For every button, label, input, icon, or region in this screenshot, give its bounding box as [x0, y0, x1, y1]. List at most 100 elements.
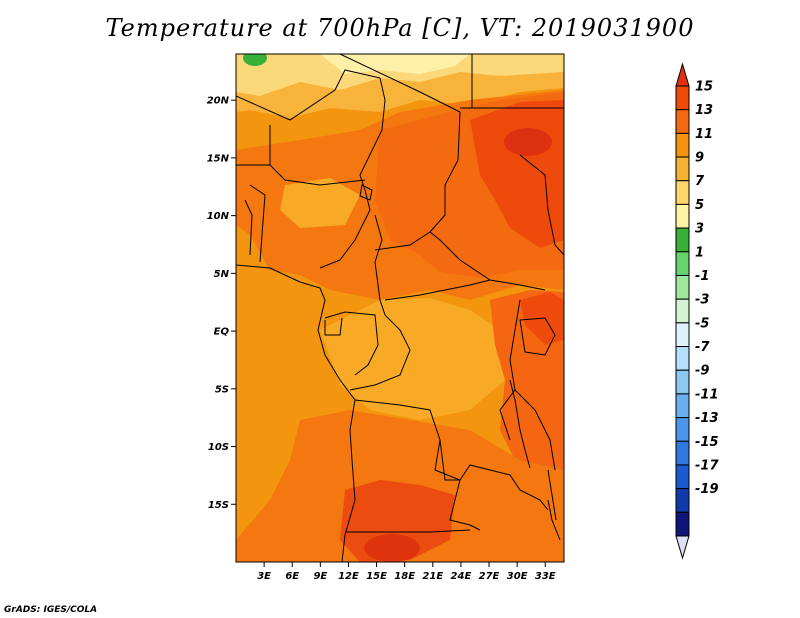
- border-drc-angola: [354, 399, 491, 481]
- field-congo-mild: [320, 298, 505, 420]
- colorbar-label: 5: [695, 198, 704, 213]
- country-borders: [236, 54, 564, 562]
- lon-tick-label: 9E: [313, 571, 327, 582]
- colorbar-label: -9: [695, 364, 709, 379]
- colorbar-label: -13: [695, 411, 719, 426]
- colorbar-bottom-triangle: [675, 535, 690, 560]
- lat-tick-label: 15S: [208, 500, 229, 511]
- colorbar-label: -17: [695, 458, 719, 473]
- longitude-axis: 3E 6E 9E 12E 15E 18E 21E 24E 27E 30E 33E: [257, 562, 556, 582]
- border-cameroon-car: [374, 214, 386, 316]
- border-drc-tanzania: [514, 389, 556, 471]
- lon-tick-label: 12E: [338, 571, 359, 582]
- colorbar-label: -11: [695, 387, 719, 402]
- lon-tick-label: 21E: [422, 571, 443, 582]
- border-sudan-ethiopia: [519, 154, 564, 256]
- colorbar-label: 3: [695, 222, 704, 237]
- colorbar-label: -5: [695, 316, 709, 331]
- map-frame: [235, 53, 565, 563]
- border-nigeria-cameroon: [319, 189, 371, 269]
- colorbar-swatch: [675, 393, 690, 419]
- border-south-sudan-uganda: [489, 279, 546, 291]
- border-benin: [249, 184, 266, 263]
- colorbar-swatch: [675, 440, 690, 466]
- colorbar-swatch: [675, 156, 690, 182]
- colorbar-label: 9: [695, 151, 704, 166]
- colorbar-swatch: [675, 227, 690, 253]
- field-west-coast: [236, 300, 300, 520]
- lon-tick-label: 33E: [535, 571, 556, 582]
- border-drc-uganda: [499, 299, 521, 441]
- border-togo: [244, 199, 253, 256]
- colorbar-swatch: [675, 369, 690, 395]
- colorbar-swatch: [675, 488, 690, 513]
- field-angola-hot-core: [364, 534, 420, 562]
- lon-tick-label: 24E: [451, 571, 472, 582]
- lat-tick-label: EQ: [214, 327, 230, 338]
- colorbar-swatch: [675, 251, 690, 276]
- latitude-axis: 20N 15N 10N 5N EQ 5S 10S 15S: [207, 96, 236, 511]
- border-libya-chad: [339, 54, 461, 113]
- field-north-palest: [320, 54, 470, 74]
- colorbar-swatch: [675, 346, 690, 371]
- colorbar-swatch: [675, 85, 690, 111]
- colorbar-swatch: [675, 464, 690, 490]
- border-congo-drc: [349, 314, 411, 391]
- colorbar-swatch: [675, 298, 690, 324]
- lon-tick-label: 3E: [257, 571, 271, 582]
- colorbar-label: 13: [695, 103, 713, 118]
- border-car-congo: [384, 279, 491, 301]
- lon-tick-label: 27E: [479, 571, 500, 582]
- colorbar-swatch: [675, 322, 690, 348]
- colorbar-top-triangle: [675, 62, 690, 87]
- colorbar-swatch: [675, 180, 690, 205]
- border-car-sudan: [429, 231, 491, 281]
- lon-tick-label: 30E: [507, 571, 528, 582]
- lat-tick-label: 15N: [207, 153, 230, 164]
- lon-tick-label: 15E: [366, 571, 387, 582]
- colorbar-swatch: [675, 274, 690, 300]
- lon-tick-label: 6E: [285, 571, 299, 582]
- colorbar-label: -7: [695, 340, 710, 355]
- lat-tick-label: 10S: [208, 442, 229, 453]
- field-north-pale-band: [236, 54, 564, 96]
- border-gabon-congo: [324, 311, 379, 376]
- colorbar-label: 1: [695, 245, 704, 260]
- border-angola-namibia: [345, 529, 471, 533]
- border-zambia-drc: [489, 469, 549, 511]
- chart-title: Temperature at 700hPa [C], VT: 201903190…: [105, 14, 695, 42]
- lat-tick-label: 20N: [207, 96, 230, 107]
- colorbar-label: 11: [695, 127, 713, 142]
- border-chad-sudan: [429, 111, 461, 233]
- colorbar-swatch: [675, 511, 690, 537]
- coastline-west: [236, 264, 356, 562]
- colorbar-label: 7: [695, 174, 705, 189]
- border-niger-nigeria: [269, 164, 366, 186]
- field-central-mild: [280, 178, 360, 228]
- lake-chad: [359, 184, 373, 201]
- lat-tick-label: 10N: [207, 211, 230, 222]
- lake-malawi: [547, 469, 557, 521]
- border-angola-zambia: [434, 439, 481, 531]
- border-eq-guinea: [324, 317, 343, 336]
- colorbar-swatch: [675, 417, 690, 442]
- credit-text: GrADS: IGES/COLA: [4, 605, 98, 615]
- field-cool-spot-nw: [243, 54, 267, 66]
- colorbar-label: -3: [695, 293, 709, 308]
- colorbar-label: 15: [695, 80, 713, 95]
- lake-tanganyika: [509, 379, 531, 469]
- lat-tick-label: 5S: [215, 384, 229, 395]
- lake-victoria: [519, 317, 556, 356]
- lon-tick-label: 18E: [394, 571, 415, 582]
- colorbar-label: -1: [695, 269, 709, 284]
- colorbar: 15 13 11 9 7 5 3 1 -1 -3 -5 -7 -9 -11 -13 -15 -17 -19: [675, 62, 719, 560]
- temperature-field: [236, 54, 564, 562]
- colorbar-label: -15: [695, 435, 719, 450]
- border-mozambique: [547, 499, 561, 541]
- colorbar-swatch: [675, 132, 690, 158]
- lat-tick-label: 5N: [214, 269, 230, 280]
- field-sudan-hot-core: [504, 128, 552, 156]
- colorbar-swatch: [675, 109, 690, 134]
- colorbar-swatch: [675, 203, 690, 229]
